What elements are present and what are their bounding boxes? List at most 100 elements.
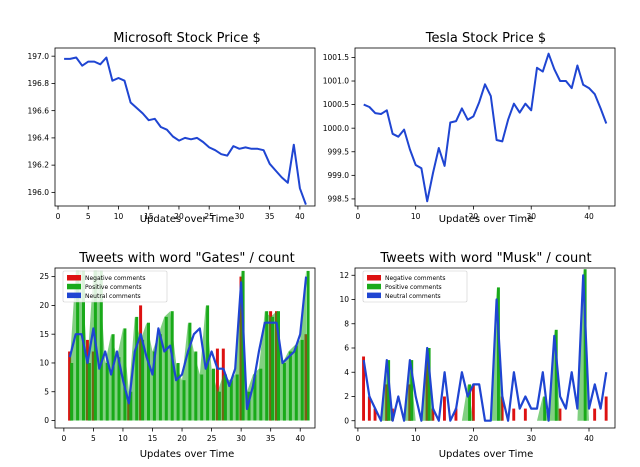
gates-xtick-label: 0 bbox=[61, 434, 66, 443]
musk-legend: Negative comments Positive comments Neutra… bbox=[362, 270, 468, 303]
musk-ytick-label: 2 bbox=[344, 392, 349, 401]
microsoft-xtick-label: 35 bbox=[265, 212, 275, 221]
gates-ytick-label: 25 bbox=[39, 272, 49, 281]
microsoft-ytick-label: 196.4 bbox=[28, 133, 50, 142]
musk-bar bbox=[604, 396, 608, 421]
musk-legend-label: Negative comments bbox=[385, 275, 445, 282]
microsoft-title: Microsoft Stock Price $ bbox=[113, 31, 261, 46]
microsoft-xtick-label: 0 bbox=[56, 212, 61, 221]
microsoft-xtick-label: 20 bbox=[174, 212, 184, 221]
gates-positive-area bbox=[69, 270, 307, 421]
tesla-ytick-label: 1000.5 bbox=[323, 100, 349, 109]
microsoft-plot-area: 0 5 10 15 20 25 30 35 40 196.0 196.2 196.4 196.6 196.… bbox=[28, 47, 316, 221]
musk-bar bbox=[362, 356, 365, 421]
musk-bar bbox=[431, 408, 435, 421]
musk-bar bbox=[443, 396, 446, 421]
microsoft-xtick-label: 10 bbox=[114, 212, 124, 221]
musk-ytick-label: 6 bbox=[344, 344, 349, 353]
gates-bar bbox=[215, 348, 219, 421]
musk-bar bbox=[373, 408, 377, 421]
subplot-gates: Tweets with word "Gates" / count 0 5 10 15 2… bbox=[39, 251, 316, 460]
gates-legend-swatch bbox=[67, 292, 81, 299]
musk-legend-label: Neutral comments bbox=[385, 293, 441, 300]
tesla-xlabel: Updates over Time bbox=[439, 214, 534, 225]
musk-legend-box bbox=[362, 270, 468, 303]
gates-xtick-label: 15 bbox=[148, 434, 158, 443]
gates-ytick-label: 10 bbox=[39, 359, 49, 368]
musk-bar bbox=[593, 408, 597, 421]
microsoft-ytick-label: 197.0 bbox=[28, 52, 50, 61]
tesla-ytick-label: 1001.5 bbox=[323, 53, 349, 62]
musk-bar bbox=[500, 396, 504, 421]
gates-xtick-label: 25 bbox=[207, 434, 217, 443]
gates-ytick-label: 15 bbox=[39, 330, 49, 339]
tesla-xtick-label: 10 bbox=[411, 212, 421, 221]
tesla-xtick-label: 30 bbox=[526, 212, 536, 221]
gates-bar bbox=[68, 351, 72, 421]
gates-legend-label: Negative comments bbox=[85, 275, 145, 282]
gates-legend-box bbox=[62, 270, 168, 303]
tesla-axes-frame bbox=[354, 47, 616, 207]
tesla-ytick-label: 998.5 bbox=[328, 195, 350, 204]
microsoft-ytick-label: 196.6 bbox=[28, 106, 50, 115]
musk-title: Tweets with word "Musk" / count bbox=[379, 251, 591, 266]
musk-xtick-label: 10 bbox=[411, 434, 421, 443]
musk-ytick-label: 8 bbox=[344, 319, 349, 328]
gates-legend-swatch bbox=[67, 283, 81, 290]
tesla-line-tsla bbox=[363, 52, 608, 203]
gates-xtick-label: 20 bbox=[177, 434, 187, 443]
musk-legend-swatch bbox=[367, 292, 381, 299]
tesla-plot-area: 0 10 20 30 40 998.5 999.0 999.5 1000.0 1000.5 1001… bbox=[323, 47, 616, 221]
musk-line-neutral-comments bbox=[362, 274, 608, 422]
microsoft-xtick-label: 25 bbox=[204, 212, 214, 221]
gates-legend-swatch bbox=[67, 275, 81, 281]
microsoft-xtick-label: 5 bbox=[86, 212, 91, 221]
gates-title: Tweets with word "Gates" / count bbox=[78, 251, 294, 266]
musk-xtick-label: 40 bbox=[584, 434, 594, 443]
gates-legend-label: Positive comments bbox=[85, 284, 142, 291]
microsoft-ytick-label: 196.2 bbox=[28, 161, 50, 170]
tesla-xtick-label: 0 bbox=[355, 212, 360, 221]
gates-xtick-label: 35 bbox=[266, 434, 276, 443]
musk-ytick-label: 10 bbox=[339, 295, 349, 304]
musk-xtick-label: 20 bbox=[469, 434, 479, 443]
gates-ytick-label: 0 bbox=[44, 416, 49, 425]
musk-xtick-label: 0 bbox=[355, 434, 360, 443]
gates-xtick-label: 30 bbox=[236, 434, 246, 443]
musk-xtick-label: 30 bbox=[526, 434, 536, 443]
musk-positive-area bbox=[363, 269, 607, 421]
tesla-title: Tesla Stock Price $ bbox=[425, 31, 546, 46]
microsoft-axes-frame bbox=[54, 47, 316, 207]
musk-bar bbox=[454, 408, 458, 421]
musk-bar bbox=[367, 396, 371, 421]
gates-plot-area: 0 5 10 15 20 25 30 35 40 0 5 10 15 20 25 Negative comme… bbox=[39, 267, 316, 443]
musk-bar bbox=[512, 408, 516, 421]
musk-ytick-label: 0 bbox=[344, 416, 349, 425]
subplot-tesla: Tesla Stock Price $ 0 10 20 30 40 998.5 999.0 9… bbox=[323, 31, 616, 225]
subplot-microsoft: Microsoft Stock Price $ 0 5 10 15 20 25 30 35 40… bbox=[28, 31, 316, 225]
tesla-ytick-label: 1000.0 bbox=[323, 124, 349, 133]
gates-xtick-label: 5 bbox=[91, 434, 96, 443]
musk-plot-area: 0 10 20 30 40 0 2 4 6 8 10 12 Negative comments Posit… bbox=[339, 267, 616, 443]
musk-legend-swatch bbox=[367, 275, 381, 281]
microsoft-xtick-label: 15 bbox=[144, 212, 154, 221]
gates-xtick-label: 40 bbox=[295, 434, 305, 443]
gates-legend: Negative comments Positive comments Neutra… bbox=[62, 270, 168, 303]
musk-series-negative-comments bbox=[362, 356, 608, 421]
microsoft-ytick-label: 196.0 bbox=[28, 188, 50, 197]
musk-bar bbox=[471, 384, 475, 421]
microsoft-xtick-label: 30 bbox=[235, 212, 245, 221]
gates-line-neutral-comments bbox=[68, 276, 308, 411]
musk-legend-label: Positive comments bbox=[385, 284, 442, 291]
gates-ytick-label: 5 bbox=[44, 387, 49, 396]
tesla-ytick-label: 999.0 bbox=[328, 171, 350, 180]
gates-axes-frame bbox=[54, 267, 316, 429]
gates-bar bbox=[306, 270, 310, 421]
tesla-ytick-label: 999.5 bbox=[328, 147, 350, 156]
tesla-ytick-label: 1001.0 bbox=[323, 77, 349, 86]
musk-legend-swatch bbox=[367, 283, 381, 290]
musk-bar bbox=[523, 408, 527, 421]
musk-bar bbox=[558, 408, 562, 421]
musk-xlabel: Updates over Time bbox=[439, 449, 534, 460]
